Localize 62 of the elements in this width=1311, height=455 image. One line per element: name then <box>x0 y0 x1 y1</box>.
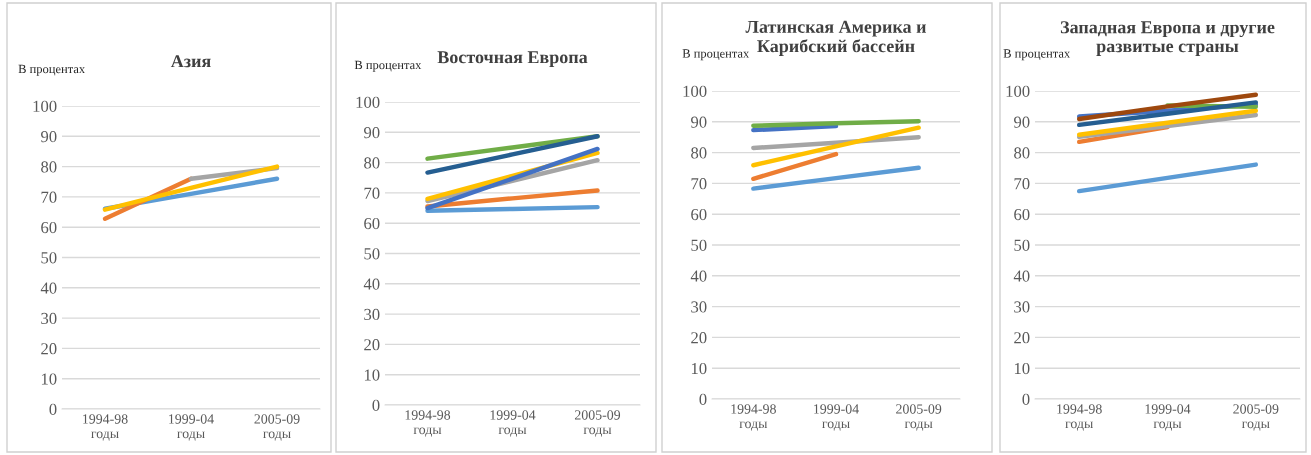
x-tick-label: 1999-04 годы <box>1145 404 1191 431</box>
y-tick-label: 40 <box>363 278 380 290</box>
y-tick-label: 30 <box>41 312 57 325</box>
y-tick-label: 100 <box>683 85 707 97</box>
chart-title: Азия <box>170 55 211 68</box>
x-tick-label: 2005-09 годы <box>896 404 942 431</box>
y-tick-label: 10 <box>364 369 380 381</box>
y-tick-label: 70 <box>691 178 707 190</box>
y-tick-label: 100 <box>1006 85 1030 97</box>
y-tick-label: 20 <box>41 343 57 355</box>
y-tick-label: 60 <box>691 208 707 221</box>
y-axis-title: В процентах <box>1003 49 1071 61</box>
y-tick-label: 90 <box>691 116 707 128</box>
y-tick-label: 90 <box>1014 116 1030 128</box>
x-tick-label: 1994-98 годы <box>1057 404 1102 431</box>
y-tick-label: 70 <box>1014 178 1030 190</box>
x-tick-label: 2005-09 годы <box>1233 404 1279 431</box>
x-tick-label: 1999-04 годы <box>814 404 859 431</box>
y-tick-label: 10 <box>1014 362 1030 375</box>
y-tick-label: 60 <box>364 217 380 230</box>
y-tick-label: 10 <box>691 362 707 375</box>
y-tick-label: 80 <box>41 161 57 173</box>
y-tick-label: 10 <box>41 373 57 385</box>
y-tick-label: 60 <box>1014 208 1030 221</box>
y-tick-label: 80 <box>364 157 380 169</box>
y-axis-title: В процентах <box>354 60 422 72</box>
y-tick-label: 40 <box>40 282 57 294</box>
y-tick-label: 80 <box>691 147 707 159</box>
y-tick-label: 0 <box>372 399 380 411</box>
y-tick-label: 50 <box>1014 239 1030 251</box>
chart-title: Восточная Европа <box>437 51 588 67</box>
y-tick-label: 60 <box>41 221 57 234</box>
y-tick-label: 0 <box>699 393 707 405</box>
y-tick-label: 90 <box>41 131 57 143</box>
y-axis-title: В процентах <box>682 49 750 61</box>
y-tick-label: 0 <box>1022 393 1030 405</box>
x-tick-label: 1994-98 годы <box>731 404 776 431</box>
y-tick-label: 50 <box>41 252 57 264</box>
x-tick-label: 1994-98 годы <box>405 410 451 437</box>
y-axis-title: В процентах <box>18 64 85 76</box>
y-tick-label: 20 <box>1014 332 1030 344</box>
x-tick-label: 2005-09 годы <box>574 410 621 437</box>
y-tick-label: 100 <box>33 100 57 112</box>
y-tick-label: 50 <box>691 239 707 251</box>
y-tick-label: 50 <box>364 248 380 260</box>
y-tick-label: 40 <box>1013 270 1030 282</box>
y-tick-label: 20 <box>691 332 707 344</box>
y-tick-label: 80 <box>1014 147 1030 159</box>
x-tick-label: 1999-04 годы <box>169 414 214 441</box>
y-tick-label: 40 <box>690 270 707 282</box>
y-tick-label: 70 <box>41 191 57 203</box>
y-tick-label: 70 <box>364 187 380 199</box>
y-tick-label: 0 <box>49 403 57 415</box>
y-tick-label: 30 <box>364 308 380 321</box>
y-tick-label: 30 <box>1014 301 1030 313</box>
y-tick-label: 100 <box>356 96 380 108</box>
y-tick-label: 90 <box>364 127 380 139</box>
x-tick-label: 2005-09 годы <box>254 414 300 441</box>
x-tick-label: 1994-98 годы <box>83 414 128 441</box>
x-tick-label: 1999-04 годы <box>490 410 536 437</box>
y-tick-label: 20 <box>364 339 380 351</box>
y-tick-label: 30 <box>691 301 707 313</box>
